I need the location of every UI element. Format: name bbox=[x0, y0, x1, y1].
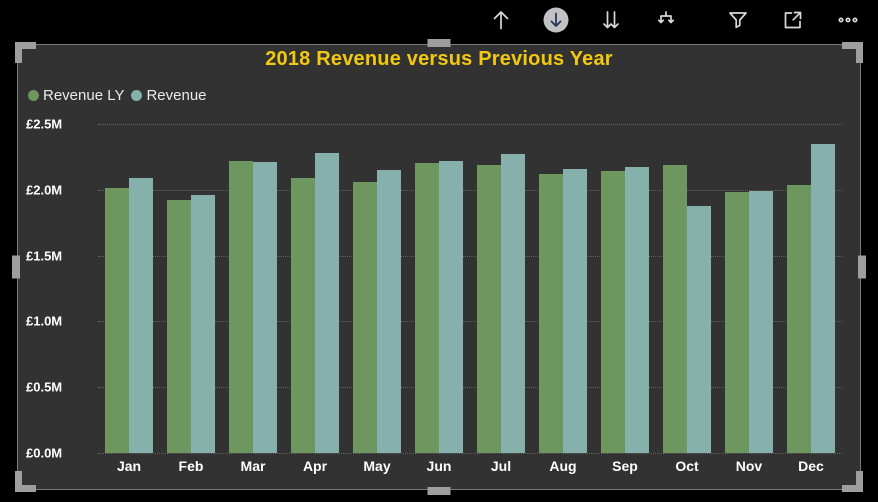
legend-label: Revenue bbox=[146, 87, 207, 104]
y-tick-label: £0.5M bbox=[26, 379, 63, 395]
bar[interactable] bbox=[477, 164, 501, 453]
bar[interactable] bbox=[539, 174, 563, 453]
y-tick-label: £2.0M bbox=[26, 182, 63, 198]
bar-group bbox=[532, 124, 594, 453]
resize-handle-bottom[interactable] bbox=[427, 487, 451, 495]
bar[interactable] bbox=[105, 188, 129, 453]
x-tick-label: Aug bbox=[549, 458, 577, 474]
resize-handle-bottom-right[interactable] bbox=[842, 471, 863, 492]
bar[interactable] bbox=[501, 154, 525, 453]
bar[interactable] bbox=[625, 167, 649, 453]
bar-group bbox=[160, 124, 222, 453]
more-options-icon[interactable] bbox=[834, 4, 862, 36]
y-tick-label: £0.0M bbox=[26, 445, 63, 461]
x-tick-label: Mar bbox=[240, 458, 266, 474]
bar-group bbox=[594, 124, 656, 453]
bar[interactable] bbox=[353, 181, 377, 453]
bar-group bbox=[408, 124, 470, 453]
x-tick-label: Jun bbox=[426, 458, 452, 474]
legend-dot-icon bbox=[28, 90, 39, 101]
visual-header-toolbar bbox=[487, 3, 862, 37]
legend-item[interactable]: Revenue LY bbox=[28, 87, 124, 104]
bar[interactable] bbox=[167, 200, 191, 453]
go-to-next-level-icon[interactable] bbox=[597, 4, 625, 36]
bar-group bbox=[718, 124, 780, 453]
bar[interactable] bbox=[415, 163, 439, 453]
gridline bbox=[98, 255, 842, 257]
bar[interactable] bbox=[291, 177, 315, 453]
expand-all-icon[interactable] bbox=[652, 4, 680, 36]
x-axis-labels: Jan Feb Mar Apr May Jun Jul Aug Sep Oct Nov Dec bbox=[98, 458, 842, 474]
resize-handle-right[interactable] bbox=[858, 255, 866, 279]
x-tick-label: Sep bbox=[612, 458, 638, 474]
bar[interactable] bbox=[191, 195, 215, 453]
chart-title: 2018 Revenue versus Previous Year bbox=[265, 48, 613, 70]
drill-up-icon[interactable] bbox=[487, 4, 515, 36]
x-tick-label: Oct bbox=[675, 458, 699, 474]
gridline bbox=[98, 189, 842, 191]
bar[interactable] bbox=[663, 164, 687, 453]
bar-group bbox=[346, 124, 408, 453]
x-tick-label: Apr bbox=[302, 458, 328, 474]
chart-legend: Revenue LY Revenue bbox=[28, 87, 214, 104]
x-tick-label: Dec bbox=[798, 458, 824, 474]
resize-handle-top[interactable] bbox=[427, 39, 451, 47]
bar[interactable] bbox=[315, 152, 339, 453]
drill-down-toggle-icon[interactable] bbox=[542, 4, 570, 36]
bar[interactable] bbox=[439, 160, 463, 453]
bar[interactable] bbox=[787, 184, 811, 453]
x-tick-label: May bbox=[363, 458, 391, 474]
gridline bbox=[98, 453, 842, 454]
resize-handle-top-left[interactable] bbox=[15, 42, 36, 63]
y-tick-label: £2.5M bbox=[26, 116, 63, 132]
bar-group bbox=[470, 124, 532, 453]
bar[interactable] bbox=[601, 171, 625, 453]
y-tick-label: £1.0M bbox=[26, 313, 63, 329]
gridline bbox=[98, 124, 842, 125]
bar[interactable] bbox=[811, 143, 835, 453]
resize-handle-left[interactable] bbox=[12, 255, 20, 279]
legend-dot-icon bbox=[131, 90, 143, 101]
x-tick-label: Nov bbox=[735, 458, 763, 474]
y-axis-labels: £2.5M £2.0M £1.5M £1.0M £0.5M £0.0M bbox=[26, 117, 94, 461]
filter-icon[interactable] bbox=[724, 4, 752, 36]
plot-area bbox=[98, 124, 842, 454]
x-tick-label: Jul bbox=[490, 458, 512, 474]
focus-mode-icon[interactable] bbox=[779, 4, 807, 36]
bar-group bbox=[98, 124, 160, 453]
bar-group bbox=[780, 124, 842, 453]
bar-group bbox=[222, 124, 284, 453]
bar[interactable] bbox=[129, 177, 153, 453]
x-tick-label: Feb bbox=[178, 458, 204, 474]
bar-chart-visual[interactable]: 2018 Revenue versus Previous Year Revenu… bbox=[12, 39, 866, 495]
x-tick-label: Jan bbox=[116, 458, 142, 474]
legend-item[interactable]: Revenue bbox=[131, 87, 207, 104]
resize-handle-top-right[interactable] bbox=[842, 42, 863, 63]
bar-group bbox=[656, 124, 718, 453]
bar[interactable] bbox=[377, 170, 401, 453]
y-tick-label: £1.5M bbox=[26, 248, 63, 264]
bar-groups bbox=[98, 124, 842, 453]
gridline bbox=[98, 387, 842, 389]
bar[interactable] bbox=[563, 168, 587, 453]
bar[interactable] bbox=[725, 192, 749, 453]
gridline bbox=[98, 321, 842, 323]
bar[interactable] bbox=[229, 160, 253, 453]
bar[interactable] bbox=[687, 205, 711, 453]
resize-handle-bottom-left[interactable] bbox=[15, 471, 36, 492]
bar-group bbox=[284, 124, 346, 453]
bar[interactable] bbox=[749, 191, 773, 453]
legend-label: Revenue LY bbox=[43, 87, 125, 104]
bar[interactable] bbox=[253, 162, 277, 453]
